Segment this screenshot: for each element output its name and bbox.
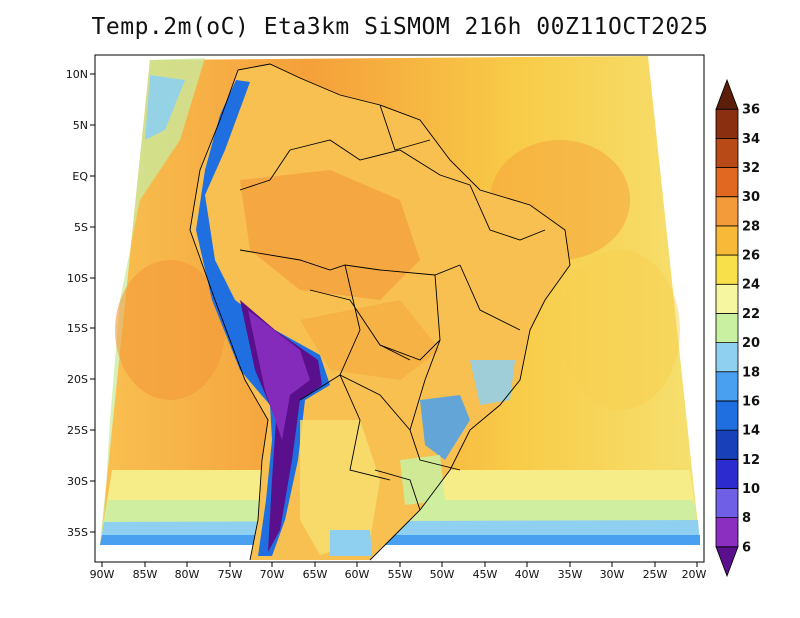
colorbar-label: 8 [742, 511, 751, 526]
lat-label-5n: 5N [73, 119, 88, 132]
lon-label-85w: 85W [133, 568, 158, 581]
lon-label-45w: 45W [473, 568, 498, 581]
colorbar-label: 20 [742, 336, 760, 351]
colorbar-label: 10 [742, 482, 760, 497]
colorbar-bin [715, 517, 739, 548]
colorbar-label: 36 [742, 103, 760, 118]
colorbar-label: 14 [742, 424, 760, 439]
colorbar-bin [715, 283, 739, 314]
lat-label-eq: EQ [72, 170, 88, 183]
colorbar-bin [715, 225, 739, 256]
colorbar-label: 24 [742, 278, 760, 293]
lon-label-70w: 70W [260, 568, 285, 581]
colorbar-label: 34 [742, 132, 760, 147]
lon-label-30w: 30W [600, 568, 625, 581]
lon-label-20w: 20W [682, 568, 707, 581]
colorbar-bin [715, 342, 739, 373]
colorbar-bin [715, 254, 739, 285]
lon-label-25w: 25W [643, 568, 668, 581]
longitude-axis: 90W 85W 80W 75W 70W 65W 60W 55W 50W 45W … [90, 562, 707, 581]
lon-label-65w: 65W [303, 568, 328, 581]
colorbar-bin [715, 167, 739, 198]
colorbar-label: 16 [742, 394, 760, 409]
colorbar-bin [715, 546, 739, 578]
lon-label-90w: 90W [90, 568, 115, 581]
colorbar-label: 22 [742, 307, 760, 322]
lon-label-40w: 40W [515, 568, 540, 581]
lon-label-35w: 35W [558, 568, 583, 581]
lat-label-35s: 35S [67, 526, 88, 539]
colorbar-label: 32 [742, 161, 760, 176]
colorbar-bin [715, 196, 739, 227]
colorbar-label: 6 [742, 540, 751, 555]
lat-label-20s: 20S [67, 373, 88, 386]
latitude-axis: 10N 5N EQ 5S 10S 15S 20S 25S 30S 35S [66, 68, 95, 539]
colorbar-bin [715, 108, 739, 139]
colorbar-bin [715, 458, 739, 489]
colorbar-bin [715, 400, 739, 431]
lat-label-30s: 30S [67, 475, 88, 488]
colorbar-label: 12 [742, 453, 760, 468]
colorbar-bin [715, 137, 739, 168]
lat-label-25s: 25S [67, 424, 88, 437]
political-boundaries [189, 63, 571, 561]
map-title: Temp.2m(oC) Eta3km SiSMOM 216h 00Z11OCT2… [91, 14, 709, 40]
lat-label-5s: 5S [74, 221, 88, 234]
lat-label-10s: 10S [67, 272, 88, 285]
colorbar: 6 8 10 12 14 16 18 20 22 24 26 28 30 32 34 36 [715, 78, 760, 578]
lon-label-50w: 50W [430, 568, 455, 581]
lon-label-75w: 75W [218, 568, 243, 581]
lat-label-15s: 15S [67, 322, 88, 335]
lon-label-80w: 80W [175, 568, 200, 581]
lon-label-60w: 60W [345, 568, 370, 581]
colorbar-bin [715, 313, 739, 343]
temperature-field [100, 56, 700, 560]
colorbar-label: 26 [742, 249, 760, 264]
colorbar-bin [715, 78, 739, 110]
colorbar-bin [715, 488, 739, 519]
lat-label-10n: 10N [66, 68, 88, 81]
colorbar-label: 30 [742, 190, 760, 205]
colorbar-label: 18 [742, 365, 760, 380]
colorbar-bin [715, 429, 739, 460]
lon-label-55w: 55W [388, 568, 413, 581]
colorbar-bin [715, 371, 739, 402]
colorbar-label: 28 [742, 219, 760, 234]
andes-cold-region [196, 80, 330, 556]
